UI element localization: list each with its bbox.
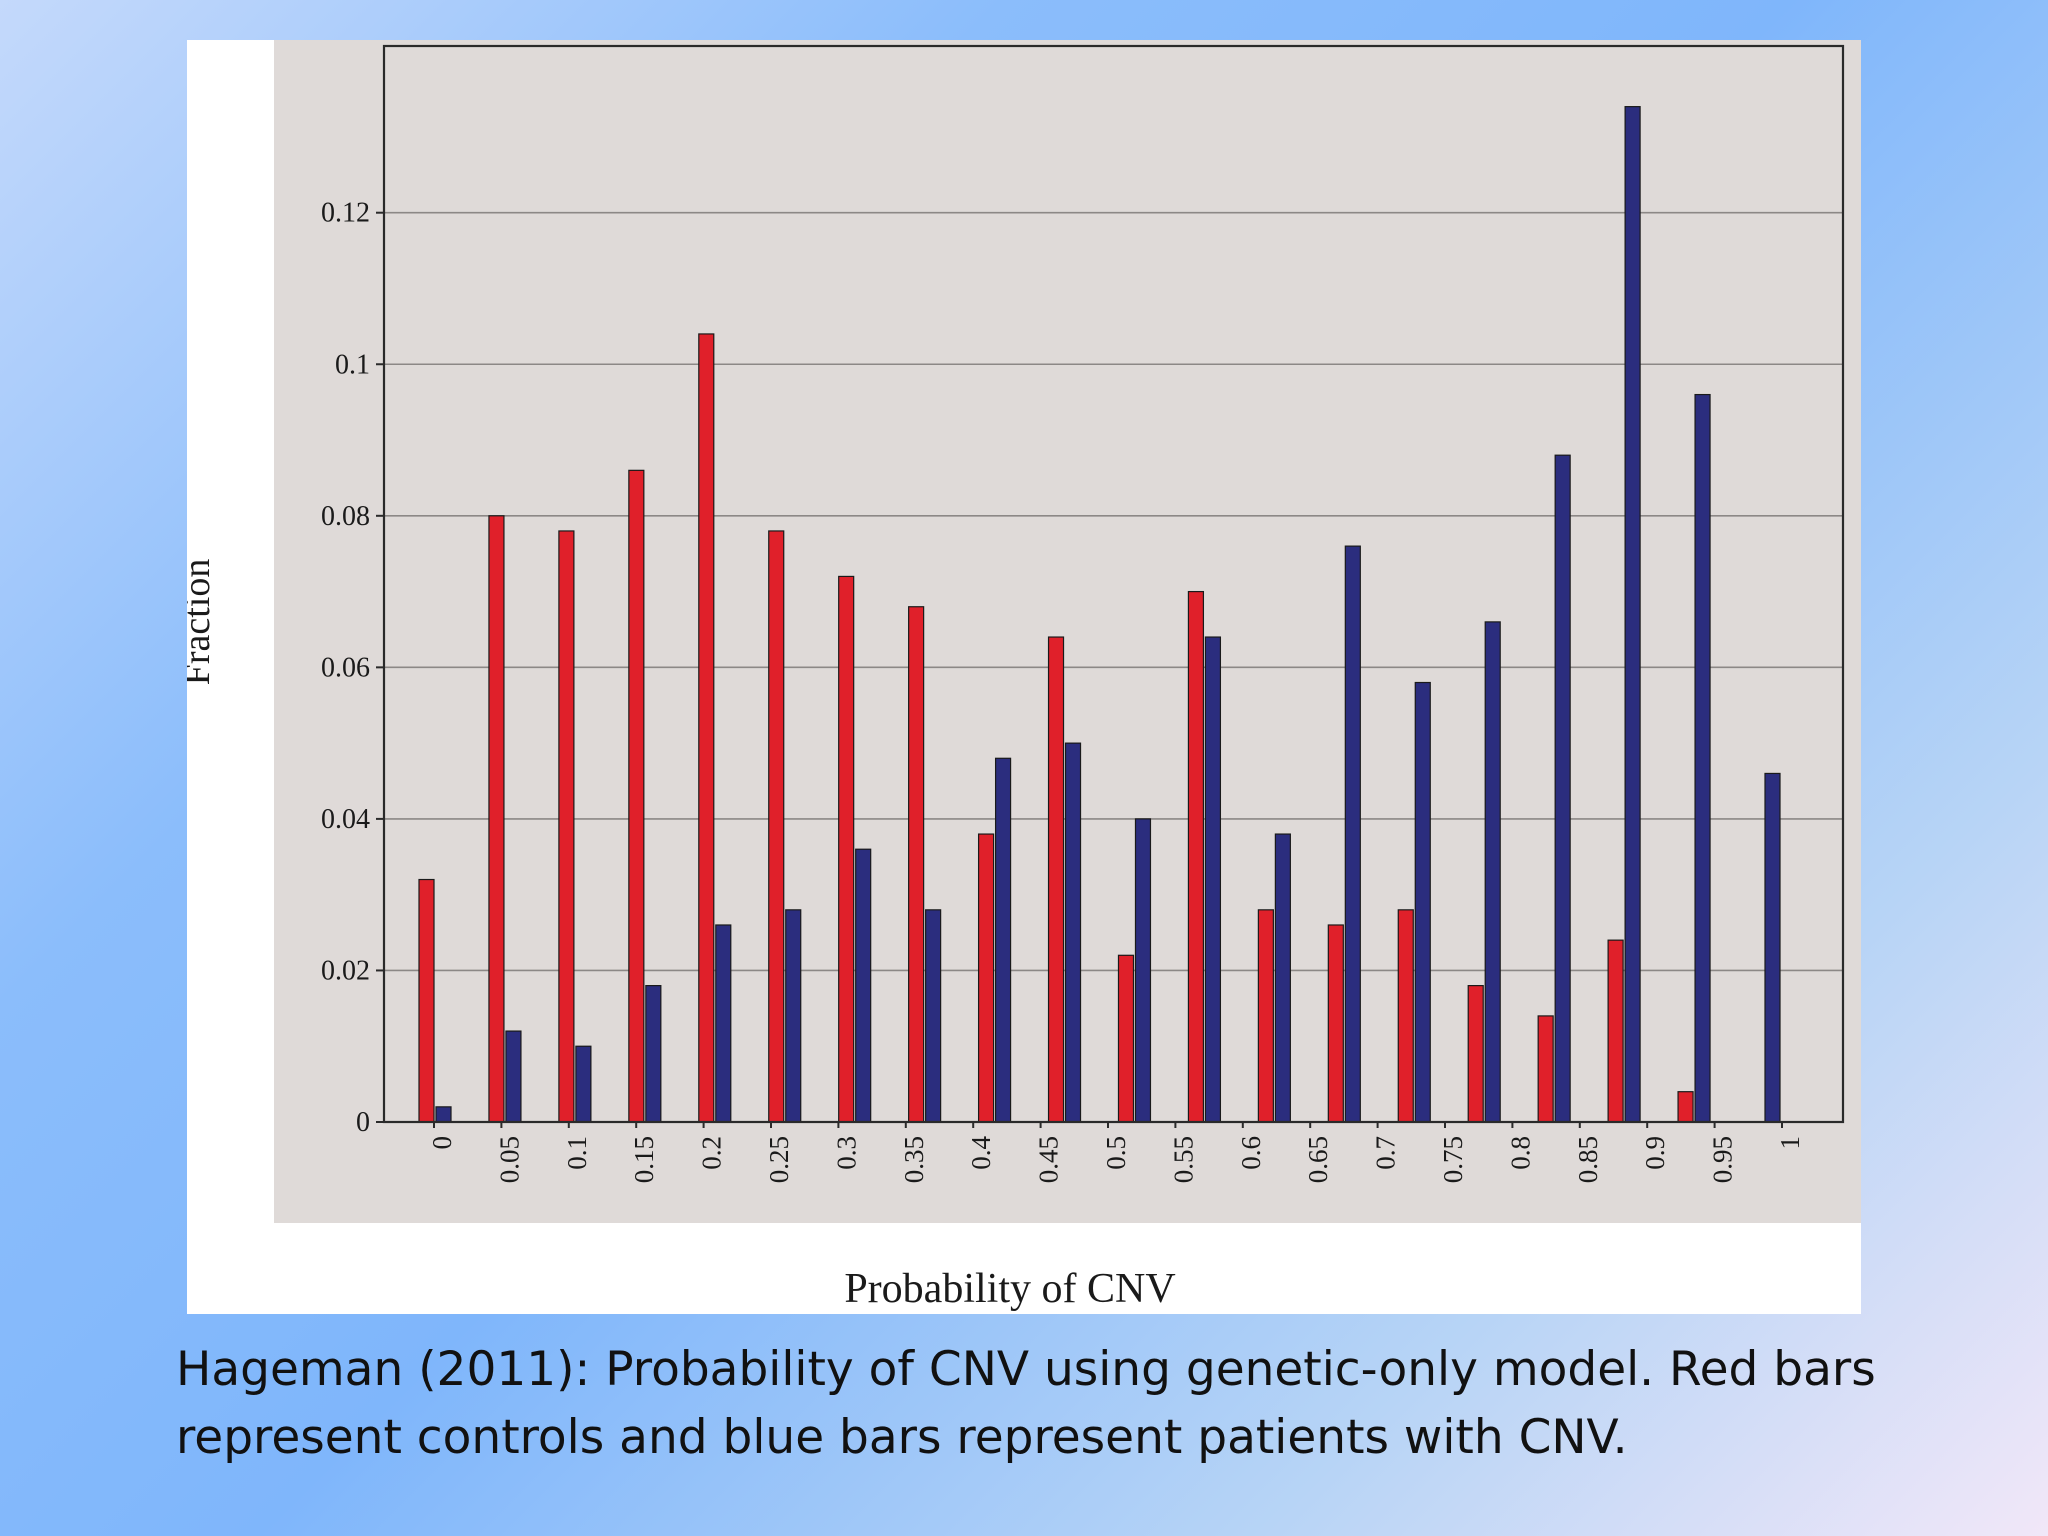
blue-bar [715,924,732,1123]
x-tick-label: 0.15 [629,1136,659,1183]
x-tick-label: 0.6 [1236,1136,1266,1170]
y-tick-label: 0.08 [321,501,370,532]
blue-bar [785,909,802,1123]
x-tick-label: 0.65 [1303,1136,1333,1183]
red-bar [1397,909,1414,1123]
blue-bar [1414,681,1431,1123]
blue-bar [1624,106,1641,1123]
x-axis-label: Probability of CNV [844,1266,1175,1312]
x-tick-label: 0.5 [1101,1136,1131,1170]
blue-bar [575,1045,592,1123]
caption-line-1: Hageman (2011): Probability of CNV using… [176,1342,1876,1397]
red-bar [768,530,785,1123]
x-tick-label: 0.1 [562,1136,592,1170]
x-tick-label: 0.4 [966,1136,996,1170]
y-tick-label: 0.02 [321,955,370,986]
blue-bar [1064,742,1082,1123]
blue-bar [435,1106,452,1123]
y-axis-label: Fraction [187,559,218,686]
x-tick-label: 0.35 [899,1136,929,1183]
x-tick-label: 0.55 [1168,1136,1198,1183]
blue-bar [1134,818,1152,1123]
red-bar [1537,1015,1554,1123]
y-tick-label: 0.12 [321,198,370,229]
x-tick-label: 0.8 [1505,1136,1535,1170]
x-tick-label: 0.05 [494,1136,524,1183]
x-tick-labels: 0 0.05 0.1 0.15 0.2 0.25 0.3 0.35 0.4 0.45 0.5 0.55… [427,1122,1805,1183]
y-tick-label: 0.04 [321,804,370,835]
x-tick-label: 0.9 [1640,1136,1670,1170]
red-bar [1327,924,1344,1123]
blue-bar [994,757,1012,1123]
red-bar [1117,954,1135,1123]
red-bar [558,530,575,1123]
blue-bar [1764,772,1781,1123]
blue-bar [1274,833,1291,1123]
blue-bar [645,985,662,1123]
plot-frame [382,44,1845,1124]
red-bar [1607,939,1624,1123]
y-tick-labels: 0 0.02 0.04 0.06 0.08 0.1 0.12 [321,198,370,1138]
blue-bar [1484,621,1501,1123]
x-tick-label: 0.45 [1034,1136,1064,1183]
x-tick-label: 0.3 [831,1136,861,1170]
red-bar [1047,636,1065,1123]
blue-bar [1204,636,1222,1123]
red-bar [1467,985,1484,1123]
x-tick-label: 0.95 [1708,1136,1738,1183]
red-bar [1257,909,1274,1123]
blue-bar [1344,545,1361,1123]
x-tick-label: 0.75 [1438,1136,1468,1183]
x-tick-label: 0.85 [1573,1136,1603,1183]
x-tick-label: 0.7 [1371,1136,1401,1170]
gridlines [376,211,1843,1123]
red-bar [1677,1091,1694,1123]
x-tick-label: 0.25 [764,1136,794,1183]
x-tick-label: 0 [427,1136,457,1150]
red-bar [628,469,645,1123]
red-bar [838,575,855,1123]
red-bar [418,878,435,1123]
y-tick-label: 0 [356,1107,370,1138]
bars [418,106,1781,1123]
y-tick-label: 0.1 [335,349,370,380]
blue-bar [1694,393,1711,1123]
red-bar [488,515,505,1123]
chart: 0 0.02 0.04 0.06 0.08 0.1 0.12 0 0.05 0.1 0.15 0.2… [187,40,1861,1312]
blue-bar [1554,454,1571,1123]
caption: Hageman (2011): Probability of CNV using… [176,1336,1976,1472]
red-bar [1187,590,1205,1123]
red-bar [977,833,995,1123]
caption-line-2: represent controls and blue bars represe… [176,1410,1628,1465]
red-bar [908,606,925,1123]
x-tick-label: 0.2 [697,1136,727,1170]
blue-bar [505,1030,522,1123]
blue-bar [855,848,872,1123]
axes [382,44,1845,1124]
blue-bar [925,909,942,1123]
y-tick-label: 0.06 [321,652,370,683]
red-bar [698,333,715,1123]
x-tick-label: 1 [1775,1136,1805,1150]
